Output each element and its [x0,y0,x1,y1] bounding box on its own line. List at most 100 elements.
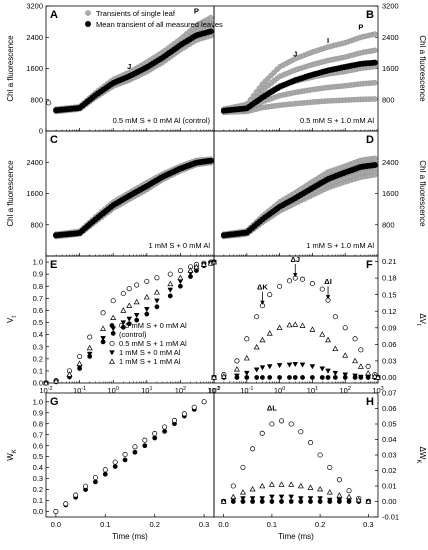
panel-f-series-2-point [365,375,371,381]
panel-f-series-3-point [375,374,381,380]
panel-f-series-3-point [365,369,372,376]
panel-f-series-3-point [220,373,227,379]
panel-f-ytick-label: 0.12 [382,307,397,316]
panel-a-series-0-point [207,14,214,21]
panel-g-series-0-point [162,429,167,434]
panel-c-ylabel: Chl a fluorescence [6,160,15,227]
panel-c-condition: 1 mM S + 0 mM Al [149,241,211,250]
panel-d-series-0-point [372,155,378,162]
panel-b-series-0-point [372,96,378,102]
panel-f-series-0-point [300,375,305,380]
panel-h-series-2-point [278,494,285,500]
panel-e-xtick-label: 102 [175,386,186,395]
panel-f-series-2-point [286,362,293,368]
panel-h-series-2-point [317,496,323,502]
panel-f-series-3-point [233,366,240,372]
panel-f-series-1-point [234,358,240,364]
panel-h-ytick-label: 0.05 [382,420,397,429]
panel-f-series-0-point [267,375,273,380]
panel-h-series-3-point [278,481,285,487]
panel-e-series-2-point [154,298,160,304]
panel-h-series-1-point [250,446,256,452]
panel-b-condition: 0.5 mM S + 1.0 mM Al [300,116,374,125]
panel-e-ytick-label: 0.0 [33,379,43,388]
panel-f-series-0-point [260,375,265,380]
panel-h-ytick-label: -0.01 [382,513,399,522]
panel-g-series-0-point [132,449,138,455]
panel-f-annotation-label: ΔK [257,283,268,292]
panel-g-xtick-label: 0.1 [100,520,110,529]
panel-g-ylabel: WK [6,449,18,461]
panel-h-series-3-point [346,493,353,500]
panel-g-series-0-point [112,464,118,469]
panel-g-series-1-point [132,444,138,450]
panel-b-ytick-label: 2400 [382,33,399,42]
panel-e-series-2-point [133,313,140,319]
panel-h-series-2-point [259,496,266,502]
panel-h-xtick-label: 0.0 [218,520,228,529]
panel-a-ytick-label: 2400 [26,33,43,42]
panel-f-series-1-point [342,325,348,331]
panel-f-ylabel: ΔVt [415,313,427,326]
panel-g-xtick-label: 0.2 [149,520,159,529]
panel-h-series-3-point [268,481,275,487]
panel-e-series-3-point [200,261,207,267]
panel-c-series-1-point [207,157,214,164]
panel-e-series-0-point [154,304,160,310]
panel-e-legend-marker [109,323,115,328]
panel-e-series-3-point [133,298,140,305]
panel-g-series-0-point [152,435,158,441]
panel-a-annotation-label: J [127,62,131,71]
panel-g-ytick-label: 0.7 [33,430,43,439]
panel-f-series-2-point [352,373,358,379]
panel-h-series-3-point [259,482,266,489]
panel-e-series-3-point [187,267,194,273]
panel-b-series-0-point [372,79,378,86]
panel-e-legend-marker [109,358,115,364]
panel-e-xtick-label: 101 [141,386,152,395]
panel-b-series-0-point [250,92,257,99]
panel-f-letter: F [366,259,373,271]
panel-a-legend-label: Mean transient of all measured leaves [96,20,223,29]
panel-b-series-0-point [372,31,378,37]
panel-f-series-3-point [332,345,339,352]
panel-e-series-3-point [43,379,49,386]
panel-e-letter: E [50,259,57,271]
panel-f-series-1-point [319,286,325,292]
panel-f-series-2-point [342,372,349,378]
panel-g-ytick-label: 0.8 [33,419,43,428]
panel-g-series-1-point [191,404,197,410]
panel-f-ytick-label: 0.00 [382,373,397,382]
panel-f-xtick-label: 10-2 [207,386,220,395]
panel-b-ytick-label: 1600 [382,64,399,73]
panel-g-xlabel: Time (ms) [112,532,148,541]
panel-e-series-2-point [167,287,174,293]
panel-h-series-2-point [249,496,256,502]
panel-h-ytick-label: 0.02 [382,466,397,475]
panel-h-series-2-point [240,496,246,502]
panel-h-series-3-point [336,492,343,498]
panel-a-ylabel: Chl a fluorescence [6,35,15,102]
panel-f-series-3-point [266,330,273,336]
panel-f-series-3-point [259,336,266,343]
panel-c-ytick-label: 2400 [26,158,43,167]
panel-h-series-3-point [230,493,237,500]
panel-h-series-0-point [279,499,284,504]
panel-e-legend-label: 0.5 mM S + 0 mM Al [119,321,187,330]
panel-e-series-3-point [100,325,107,331]
panel-f-ytick-label: 0.18 [382,274,397,283]
panel-g-letter: G [50,396,59,408]
panel-h-ytick-label: 0.04 [382,435,397,444]
panel-h-series-3-point [355,496,362,503]
panel-f-series-2-point [332,370,339,376]
panel-d-ytick-label: 800 [382,220,395,229]
panel-c-letter: C [50,134,58,146]
panel-e-series-2-point [120,320,127,326]
panel-h-series-1-point [346,488,352,494]
panel-g-series-1-point [181,411,187,417]
panel-e-series-1-point [77,353,83,359]
panel-f-series-1-point [254,314,260,320]
panel-b-annotation-label: P [358,22,363,31]
panel-e-xtick-label: 103 [208,386,219,395]
panel-h-series-0-point [269,499,275,504]
